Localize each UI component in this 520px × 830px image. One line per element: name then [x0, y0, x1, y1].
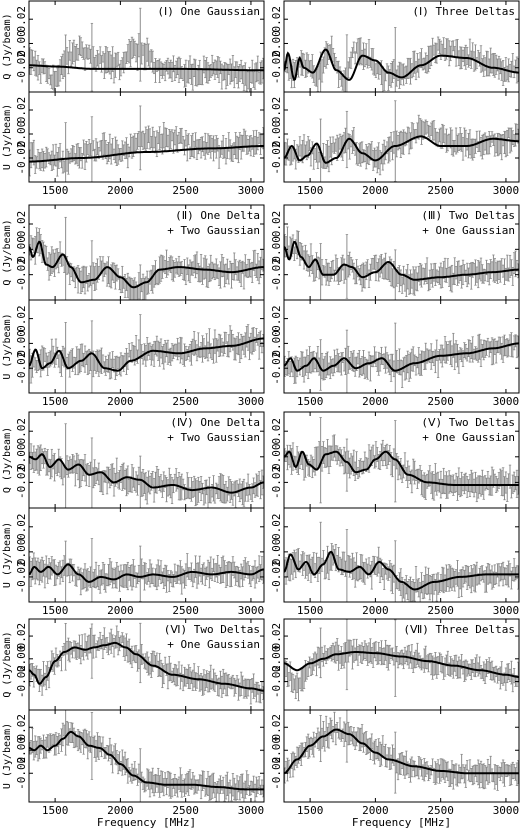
subplot-q: -0.020.000.02Q (Jy/beam) (Ⅱ) One Delta + T… [2, 204, 265, 301]
y-axis-label: Q (Jy/beam) [2, 219, 13, 285]
x-tick-label: 2000 [107, 395, 134, 408]
x-tick-label: 1500 [42, 395, 69, 408]
x-tick-label: 3000 [238, 184, 265, 197]
error-bars [284, 27, 519, 92]
x-tick-label: 2000 [362, 395, 389, 408]
y-tick-label: 0.02 [270, 305, 283, 332]
y-tick-label: 0.00 [270, 121, 283, 148]
subplot-q: -0.020.000.02 (Ⅰ) Three Deltas [270, 0, 520, 93]
model-curve [284, 48, 519, 82]
subplot-q: -0.020.000.02Q (Jy/beam) (Ⅰ) One Gaussian [2, 0, 265, 93]
panel-title: (Ⅰ) Three Deltas [412, 5, 515, 18]
panel-3: -0.020.000.02Q (Jy/beam)(Ⅱ) One Delta+ T… [2, 204, 265, 408]
panel-title: (Ⅲ) Two Deltas [421, 209, 515, 222]
x-tick-label: 2500 [172, 184, 199, 197]
y-tick-label: -0.02 [15, 352, 28, 385]
y-tick-label: 0.00 [270, 30, 283, 57]
panel-title: + Two Gaussian [167, 431, 260, 444]
error-bars [29, 7, 264, 92]
y-tick-label: 0.00 [15, 330, 28, 357]
error-bars [29, 314, 264, 393]
y-tick-label: 0.00 [15, 121, 28, 148]
y-tick-label: 0.02 [270, 97, 283, 124]
y-tick-label: 0.02 [270, 6, 283, 33]
panel-5: -0.020.000.02Q (Jy/beam) (Ⅳ) One Delta + T… [2, 411, 265, 617]
panel-title: (Ⅰ) One Gaussian [157, 5, 260, 18]
error-bars [29, 423, 264, 508]
x-tick-label: 2500 [172, 395, 199, 408]
axes-frame [283, 91, 520, 183]
y-tick-label: 0.00 [270, 236, 283, 262]
y-tick-label: -0.02 [270, 258, 283, 291]
y-tick-label: 0.00 [15, 236, 28, 262]
panel-2: -0.020.000.02 (Ⅰ) Three Deltas-0.020.000.… [270, 0, 520, 197]
y-axis-label: Q (Jy/beam) [2, 13, 13, 79]
x-tick-label: 2000 [362, 184, 389, 197]
y-tick-label: 0.02 [15, 211, 28, 238]
subplot-u: -0.020.000.02 1500 2000 2500 3000 [270, 91, 520, 197]
x-tick-label: 3000 [238, 395, 265, 408]
panel-title: (Ⅳ) One Delta [170, 416, 260, 429]
axes-frame [283, 299, 520, 394]
x-tick-label: 1500 [42, 184, 69, 197]
panel-title: + One Gaussian [422, 224, 515, 237]
model-curve [29, 453, 264, 494]
y-tick-label: 0.00 [270, 330, 283, 357]
x-tick-label: 3000 [493, 184, 520, 197]
y-tick-label: 0.02 [270, 211, 283, 238]
model-curve [29, 145, 264, 163]
subplot-u: -0.020.000.02 1500 2000 2500 3000 [270, 299, 520, 408]
subplot-u: -0.020.000.02 1500 2000 2500 3000 U (Jy/beam) [2, 91, 265, 197]
y-tick-label: -0.02 [15, 258, 28, 291]
y-tick-label: 0.02 [15, 97, 28, 124]
axes-frame [28, 91, 265, 183]
y-axis-label: U (Jy/beam) [2, 313, 13, 379]
x-tick-label: 2500 [427, 395, 454, 408]
x-tick-label: 1500 [297, 184, 324, 197]
y-tick-label: 0.00 [15, 444, 28, 471]
x-tick-label: 2500 [427, 184, 454, 197]
error-bars [284, 226, 519, 300]
y-tick-label: 0.02 [15, 6, 28, 33]
model-curve [284, 135, 519, 164]
model-curve [29, 240, 264, 289]
y-tick-label: 0.02 [15, 418, 28, 445]
panel-4: -0.020.000.02 (Ⅲ) Two Deltas+ One Gaussia… [270, 204, 520, 408]
y-tick-label: 0.00 [15, 30, 28, 57]
model-curve [284, 240, 519, 281]
y-tick-label: 0.02 [15, 305, 28, 332]
y-tick-label: -0.02 [15, 51, 28, 84]
axes-frame [28, 299, 265, 394]
x-tick-label: 3000 [493, 395, 520, 408]
y-axis-label: Q (Jy/beam) [2, 427, 13, 493]
y-tick-label: -0.02 [270, 141, 283, 174]
x-tick-label: 1500 [297, 395, 324, 408]
panel-1: -0.020.000.02Q (Jy/beam)(Ⅰ) One Gaussian… [2, 0, 265, 197]
model-curve [29, 337, 264, 372]
y-tick-label: -0.02 [270, 51, 283, 84]
panel-title: (Ⅱ) One Delta [175, 209, 260, 222]
model-curve [284, 342, 519, 372]
y-tick-label: -0.02 [15, 141, 28, 174]
x-tick-label: 2000 [107, 184, 134, 197]
y-axis-label: U (Jy/beam) [2, 104, 13, 170]
y-tick-label: -0.02 [15, 466, 28, 499]
subplot-u: -0.020.000.02 1500 2000 2500 3000 U (Jy/beam) [2, 299, 265, 408]
subplot-q: -0.020.000.02 (Ⅲ) Two Deltas + One Gaussia… [270, 204, 520, 301]
subplot-q: -0.020.000.02Q (Jy/beam) (Ⅳ) One Delta + T… [2, 411, 265, 509]
y-tick-label: -0.02 [270, 352, 283, 385]
model-curve [29, 64, 264, 72]
panel-title: + Two Gaussian [167, 224, 260, 237]
